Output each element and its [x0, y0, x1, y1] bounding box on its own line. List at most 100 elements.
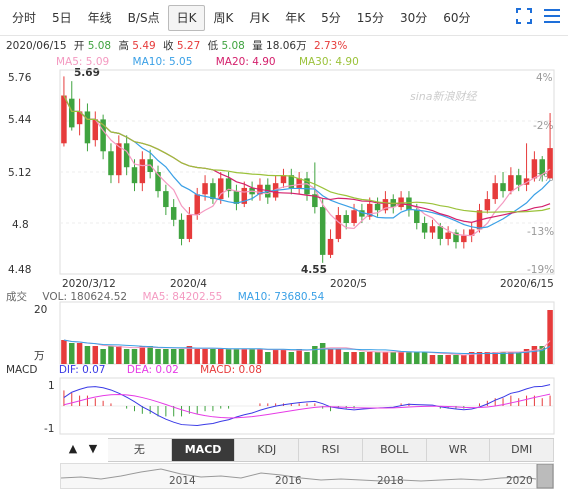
price-tick: 5.44: [8, 114, 32, 126]
candle: [178, 219, 185, 239]
zoom-out-button[interactable]: ▼: [88, 442, 98, 455]
volume-bar: [147, 346, 153, 364]
candle: [374, 203, 381, 211]
volume-bar: [280, 349, 287, 364]
candle: [429, 226, 436, 233]
volume-bar: [272, 349, 279, 364]
pct-tick: 4%: [536, 72, 553, 84]
volume-bar: [84, 346, 91, 364]
candle: [304, 178, 310, 195]
indicator-tab[interactable]: WR: [427, 439, 491, 461]
candle: [366, 203, 373, 217]
tab-period[interactable]: 分时: [12, 10, 37, 25]
candle: [351, 210, 357, 223]
candle: [437, 226, 444, 239]
macd-value: MACD: 0.08: [200, 364, 262, 376]
volume-bar: [257, 349, 263, 364]
volume-bar: [76, 343, 83, 364]
volume-bar: [186, 346, 193, 364]
volume-bar: [233, 349, 240, 364]
price-tick: 4.8: [12, 219, 29, 231]
history-handle: [536, 463, 554, 489]
fullscreen-icon[interactable]: [516, 8, 532, 24]
volume-bar: [319, 343, 326, 364]
volume-bar: [335, 349, 342, 364]
candle: [531, 159, 538, 179]
volume-bar: [61, 340, 67, 364]
history-sparkline: [60, 463, 554, 489]
change-value: 2.73%: [313, 40, 348, 52]
tab-period[interactable]: 5日: [52, 10, 72, 25]
indicator-tab[interactable]: 无: [108, 439, 172, 461]
candle: [76, 111, 83, 125]
volume-bar: [155, 349, 161, 364]
tab-period[interactable]: 日K: [167, 4, 206, 31]
tab-period[interactable]: 60分: [443, 10, 471, 25]
indicator-tab[interactable]: MACD: [171, 439, 236, 461]
candle: [515, 175, 522, 185]
volume-bar: [194, 349, 200, 364]
volume-bar: [265, 352, 271, 364]
indicator-tab[interactable]: RSI: [299, 439, 363, 461]
close-label: 收: [163, 40, 174, 52]
tab-period[interactable]: 周K: [213, 10, 234, 25]
candle: [186, 215, 193, 239]
indicator-tabs: 无 MACD KDJ RSI BOLL WR DMI: [108, 438, 555, 462]
volume-bar: [414, 352, 420, 364]
candle: [484, 199, 491, 211]
vol-ma10: MA10: 73680.54: [237, 291, 325, 303]
vol-axis-top: 20: [34, 304, 48, 316]
indicator-tab[interactable]: KDJ: [235, 439, 300, 461]
close-value: 5.27: [176, 40, 201, 52]
ma10-line: [63, 95, 551, 229]
tab-period[interactable]: B/S点: [127, 10, 160, 25]
volume-bar: [539, 346, 545, 364]
macd-dea: DEA: 0.02: [126, 364, 179, 376]
macd-title: MACD: [6, 364, 38, 376]
ma-legend: MA5: 5.09 MA10: 5.05 MA20: 4.90 MA30: 4.…: [56, 56, 379, 68]
candle: [288, 175, 295, 188]
tab-period[interactable]: 年线: [87, 10, 112, 25]
volume-bar: [288, 352, 295, 364]
vol-label: 量: [252, 40, 263, 52]
history-year: 2016: [275, 475, 302, 487]
period-tabs: 分时 5日 年线 B/S点 日K 周K 月K 年K 5分 15分 30分 60分: [0, 0, 568, 36]
candle: [61, 95, 67, 144]
candle: [296, 178, 302, 188]
sina-watermark: sina新浪财经: [410, 90, 477, 103]
macd-legend: MACD DIF: 0.07 DEA: 0.02 MACD: 0.08: [6, 364, 280, 376]
ma5-label: MA5: 5.09: [56, 56, 110, 68]
volume-bar: [312, 346, 318, 364]
dif-line: [63, 384, 551, 426]
candle: [139, 159, 146, 184]
volume-bar: [461, 355, 467, 364]
history-navigator[interactable]: 2014 2016 2018 2020: [60, 463, 554, 489]
volume-bar: [123, 349, 130, 364]
indicator-tab[interactable]: DMI: [490, 439, 555, 461]
candle: [359, 210, 365, 217]
candle: [84, 111, 91, 144]
candle: [92, 119, 99, 141]
tab-period[interactable]: 30分: [400, 10, 428, 25]
history-year: 2014: [169, 475, 196, 487]
ma5-line: [63, 95, 551, 237]
tab-period[interactable]: 15分: [356, 10, 384, 25]
tab-period[interactable]: 月K: [249, 10, 270, 25]
candle: [539, 159, 545, 176]
tab-period[interactable]: 5分: [321, 10, 341, 25]
zoom-in-button[interactable]: ▲: [68, 442, 78, 455]
candle: [547, 148, 553, 179]
volume-bar: [398, 352, 404, 364]
volume-bar: [468, 352, 475, 364]
volume-bar: [366, 352, 373, 364]
tab-period[interactable]: 年K: [285, 10, 306, 25]
volume-bar: [69, 343, 75, 364]
date-tick: 2020/4: [170, 278, 207, 290]
candle: [280, 175, 287, 184]
vol-value: 18.06万: [266, 40, 307, 52]
indicator-tab[interactable]: BOLL: [363, 439, 427, 461]
volume-bar: [500, 352, 506, 364]
menu-icon[interactable]: [544, 9, 560, 23]
volume-bar: [170, 349, 177, 364]
candle: [116, 143, 122, 176]
